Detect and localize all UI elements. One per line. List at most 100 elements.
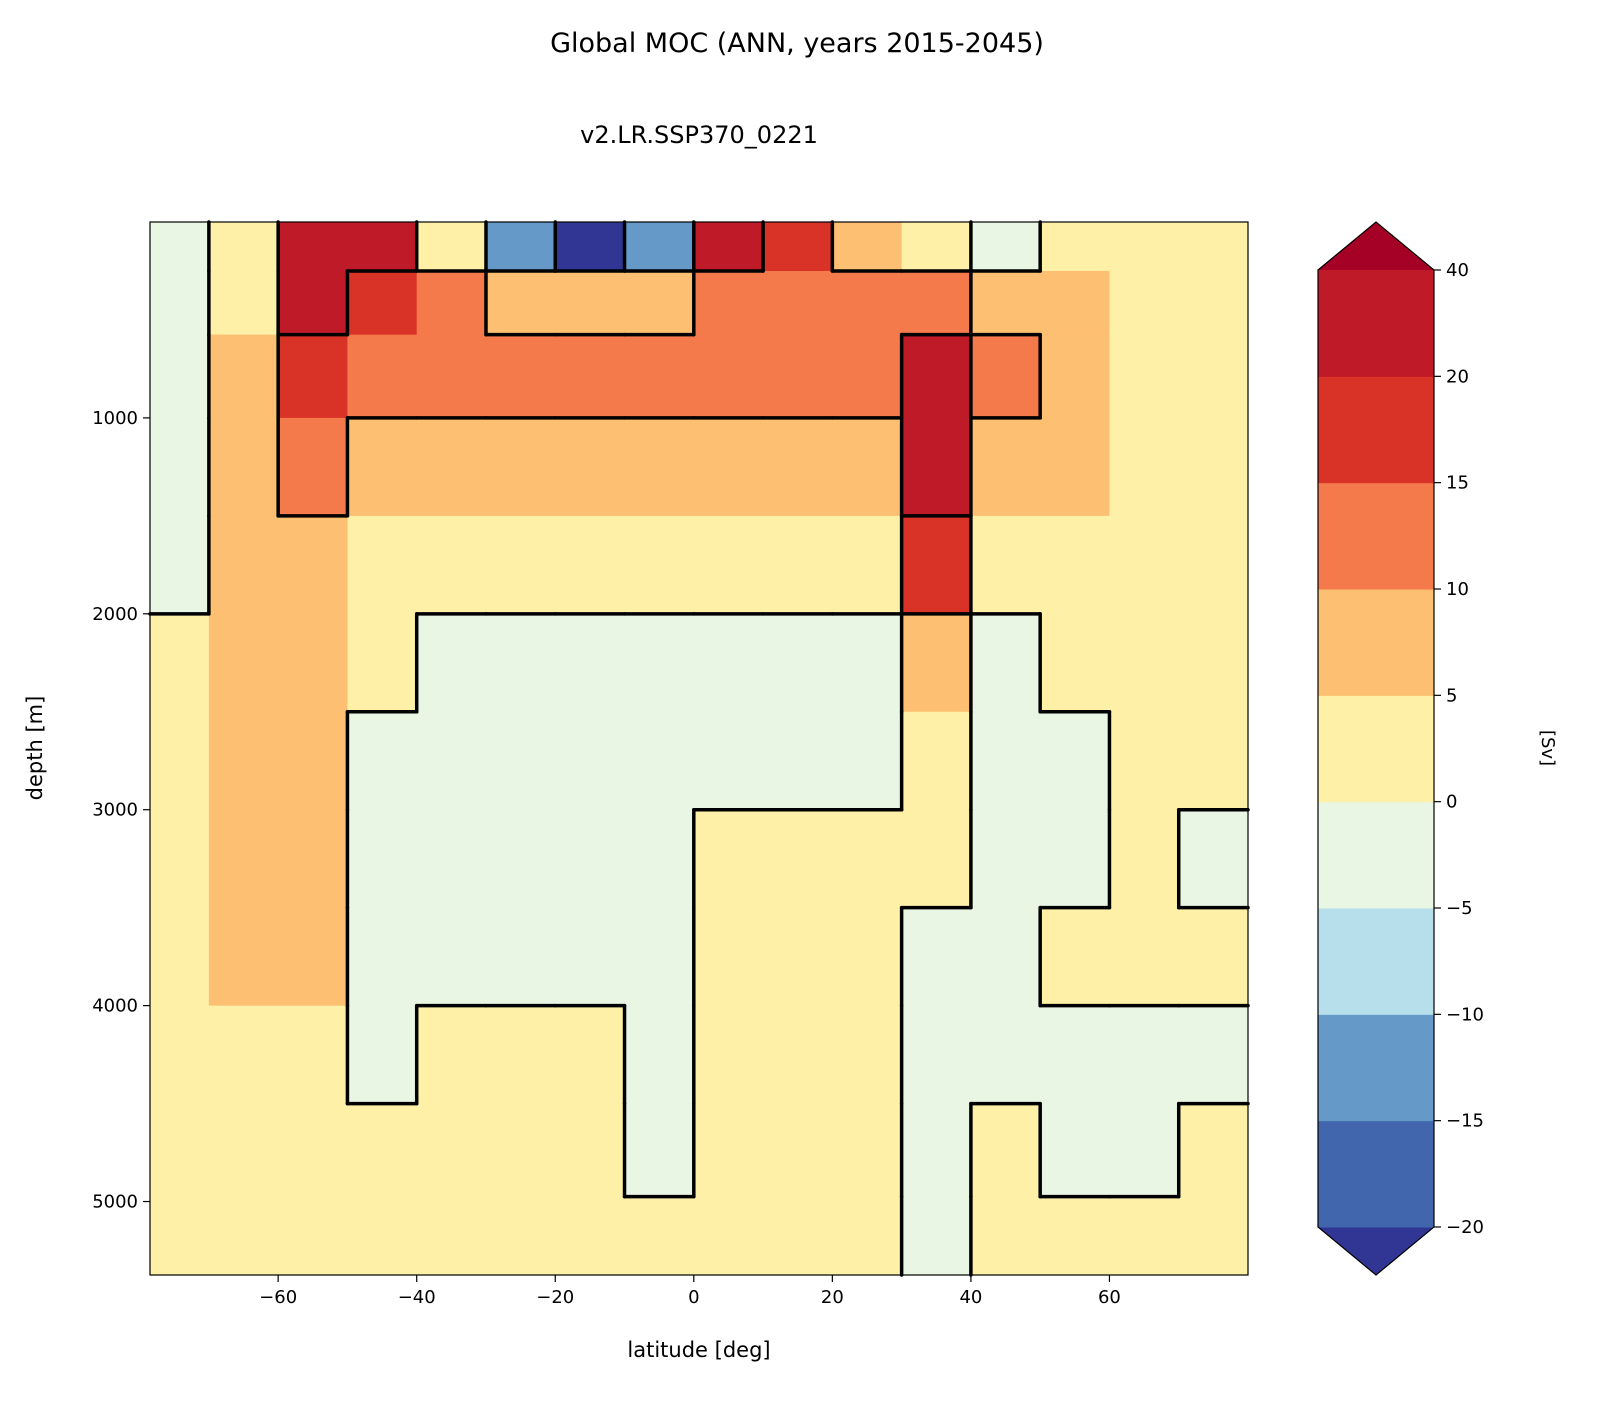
contour-cell bbox=[624, 711, 695, 811]
contour-cell bbox=[970, 907, 1041, 1007]
contour-cell bbox=[347, 809, 418, 909]
contour-cell bbox=[970, 1005, 1041, 1105]
contour-cell bbox=[693, 334, 764, 419]
contour-cell bbox=[278, 809, 349, 909]
contour-cell bbox=[1040, 334, 1111, 419]
contour-cell bbox=[1109, 515, 1180, 615]
colorbar-tick-label: 15 bbox=[1446, 473, 1469, 494]
contour-cell bbox=[278, 1103, 349, 1198]
contour-cell bbox=[347, 907, 418, 1007]
contour-cell bbox=[1040, 907, 1111, 1007]
contour-cell bbox=[555, 809, 626, 909]
x-axis: −60 −40 −20 0 20 40 60 bbox=[259, 1275, 1121, 1308]
contour-cell bbox=[1040, 270, 1111, 336]
contour-cell bbox=[555, 1196, 626, 1276]
contour-cell bbox=[763, 711, 833, 811]
contour-cell bbox=[208, 1196, 279, 1276]
contour-cell bbox=[693, 1103, 764, 1198]
colorbar-band bbox=[1318, 270, 1434, 377]
contour-cell bbox=[555, 515, 626, 615]
contour-cell bbox=[1178, 1196, 1249, 1276]
contour-cell bbox=[1178, 270, 1249, 336]
contour-cell bbox=[1178, 222, 1249, 272]
contour-cell bbox=[150, 417, 210, 517]
contour-cell bbox=[1178, 613, 1249, 713]
contour-cell bbox=[1040, 222, 1111, 272]
contour-cell bbox=[347, 1196, 418, 1276]
contour-cell bbox=[278, 334, 349, 419]
contour-cell bbox=[624, 1005, 695, 1105]
contour-cell bbox=[970, 1103, 1041, 1198]
contour-cell bbox=[970, 1196, 1041, 1276]
contour-cell bbox=[1040, 515, 1111, 615]
contour-cell bbox=[416, 270, 487, 336]
chart-title: Global MOC (ANN, years 2015-2045) bbox=[550, 28, 1044, 59]
contour-cell bbox=[693, 613, 764, 713]
contour-cell bbox=[278, 417, 349, 517]
contour-cell bbox=[150, 1103, 210, 1198]
contour-cell bbox=[1178, 1103, 1249, 1198]
contour-cell bbox=[1040, 809, 1111, 909]
contour-cell bbox=[763, 270, 833, 336]
contour-cell bbox=[901, 1196, 972, 1276]
contour-cell bbox=[150, 270, 210, 336]
contour-cell bbox=[347, 515, 418, 615]
contour-cell bbox=[901, 222, 972, 272]
contour-cell bbox=[208, 613, 279, 713]
contour-cell bbox=[485, 613, 556, 713]
colorbar-band bbox=[1318, 482, 1434, 590]
contour-cell bbox=[347, 222, 418, 272]
y-tick-label: 4000 bbox=[92, 996, 138, 1017]
contour-cell bbox=[150, 809, 210, 909]
contour-cell bbox=[485, 222, 556, 272]
colorbar-band bbox=[1318, 695, 1434, 803]
contour-cell bbox=[347, 1103, 418, 1198]
contour-cell bbox=[763, 1103, 833, 1198]
contour-cell bbox=[832, 1103, 903, 1198]
contour-cell bbox=[416, 1103, 487, 1198]
contour-cell bbox=[693, 515, 764, 615]
colorbar-tick-label: 40 bbox=[1446, 260, 1469, 281]
contour-cell bbox=[150, 613, 210, 713]
contour-cell bbox=[485, 515, 556, 615]
contour-cell bbox=[693, 907, 764, 1007]
colorbar-tick-label: 20 bbox=[1446, 366, 1469, 387]
contour-cell bbox=[347, 1005, 418, 1105]
contour-cell bbox=[485, 907, 556, 1007]
contour-cell bbox=[1040, 1103, 1111, 1198]
contour-cell bbox=[555, 907, 626, 1007]
contour-cell bbox=[693, 222, 764, 272]
contour-cell bbox=[208, 334, 279, 419]
contour-cell bbox=[416, 907, 487, 1007]
y-tick-label: 3000 bbox=[92, 800, 138, 821]
contour-cell bbox=[1178, 809, 1249, 909]
contour-cell bbox=[832, 809, 903, 909]
contour-cell bbox=[416, 613, 487, 713]
contour-cell bbox=[278, 1196, 349, 1276]
colorbar-extend-over bbox=[1318, 222, 1434, 270]
y-tick-label: 5000 bbox=[92, 1192, 138, 1213]
contour-cell bbox=[1178, 515, 1249, 615]
contour-cell bbox=[555, 334, 626, 419]
contour-cell bbox=[970, 515, 1041, 615]
contour-cell bbox=[624, 613, 695, 713]
contour-cell bbox=[970, 222, 1041, 272]
contour-cell bbox=[832, 1005, 903, 1105]
contour-cell bbox=[763, 515, 833, 615]
contour-cell bbox=[1178, 711, 1249, 811]
contour-cell bbox=[347, 711, 418, 811]
contour-cell bbox=[1109, 1103, 1180, 1198]
contour-cell bbox=[901, 417, 972, 517]
contour-cell bbox=[208, 417, 279, 517]
contour-cell bbox=[555, 417, 626, 517]
contour-cell bbox=[208, 907, 279, 1007]
contour-cell bbox=[1109, 270, 1180, 336]
chart-subtitle: v2.LR.SSP370_0221 bbox=[580, 121, 818, 149]
y-axis: 1000 2000 3000 4000 5000 bbox=[92, 408, 150, 1213]
contour-cell bbox=[347, 334, 418, 419]
contour-cell bbox=[347, 613, 418, 713]
contour-cell bbox=[555, 1005, 626, 1105]
contour-cell bbox=[555, 1103, 626, 1198]
contour-cell bbox=[208, 270, 279, 336]
